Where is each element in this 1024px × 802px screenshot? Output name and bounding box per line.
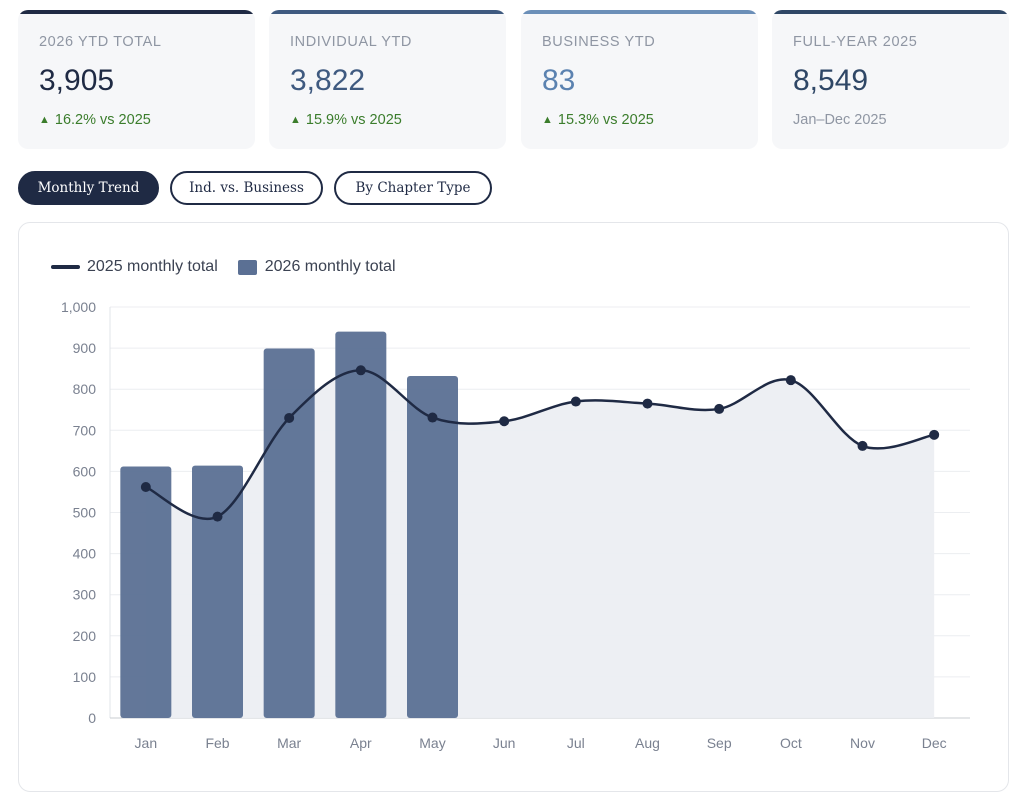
kpi-delta-text: 15.9% vs 2025 [305, 112, 402, 128]
point-2025-jun [499, 416, 510, 427]
kpi-delta: ▲ 15.3% vs 2025 [542, 112, 654, 128]
bar-2026-apr [335, 331, 387, 718]
y-tick-label: 600 [73, 463, 97, 479]
kpi-value: 3,905 [39, 64, 115, 97]
x-tick-label: Jan [135, 735, 158, 751]
legend-label: 2025 monthly total [87, 258, 218, 275]
x-tick-label: Nov [850, 735, 875, 751]
point-2025-oct [785, 375, 796, 386]
legend-label: 2026 monthly total [264, 258, 396, 275]
line-2025 [145, 369, 935, 520]
kpi-delta: ▲ 16.2% vs 2025 [39, 112, 151, 128]
up-arrow-icon: ▲ [542, 114, 553, 126]
x-tick-label: Aug [635, 735, 660, 751]
kpi-card-individual-ytd: INDIVIDUAL YTD 3,822 ▲ 15.9% vs 2025 [269, 10, 506, 149]
up-arrow-icon: ▲ [39, 114, 50, 126]
kpi-value: 83 [542, 64, 576, 97]
kpi-accent-bar [18, 10, 255, 14]
kpi-accent-bar [269, 10, 506, 14]
y-tick-label: 100 [73, 669, 97, 685]
kpi-delta-text: 16.2% vs 2025 [54, 112, 151, 128]
point-2025-sep [714, 403, 725, 414]
monthly-trend-chart: 0 100 200 300 400 500 600 700 800 900 1,000 Jan Feb M… [61, 299, 970, 751]
y-tick-label: 400 [73, 546, 97, 562]
up-arrow-icon: ▲ [290, 114, 301, 126]
kpi-label: FULL-YEAR 2025 [793, 34, 918, 50]
point-2025-jan [140, 482, 151, 493]
point-2025-dec [929, 429, 940, 440]
x-tick-label: May [419, 735, 445, 751]
kpi-accent-bar [772, 10, 1009, 14]
legend-bar-swatch [237, 259, 257, 275]
point-2025-apr [355, 365, 366, 376]
bar-2026-may [407, 376, 458, 718]
kpi-subtext: Jan–Dec 2025 [793, 112, 887, 128]
bar-2026-jan [120, 466, 172, 718]
x-tick-label: Jul [567, 735, 585, 751]
point-2025-feb [212, 511, 223, 522]
kpi-row: 2026 YTD TOTAL 3,905 ▲ 16.2% vs 2025 INDI… [18, 10, 1009, 149]
x-tick-label: Mar [277, 735, 301, 751]
point-2025-mar [284, 412, 295, 423]
y-tick-label: 900 [73, 340, 97, 356]
x-tick-label: Jun [493, 735, 516, 751]
x-tick-label: Sep [707, 735, 732, 751]
kpi-label: BUSINESS YTD [542, 34, 656, 50]
legend-item-2026[interactable]: 2026 monthly total [237, 258, 396, 276]
y-tick-label: 0 [88, 710, 96, 726]
point-2025-aug [642, 398, 653, 409]
kpi-card-full-year: FULL-YEAR 2025 8,549 Jan–Dec 2025 [772, 10, 1009, 149]
kpi-delta: ▲ 15.9% vs 2025 [290, 112, 402, 128]
x-tick-label: Dec [922, 735, 947, 751]
kpi-value: 3,822 [290, 64, 366, 97]
point-2025-jul [570, 396, 581, 407]
kpi-accent-bar [521, 10, 758, 14]
point-2025-nov [857, 440, 868, 451]
kpi-label: INDIVIDUAL YTD [290, 34, 413, 50]
legend-line-swatch [51, 265, 80, 269]
x-tick-label: Oct [780, 735, 802, 751]
y-tick-label: 300 [73, 587, 97, 603]
kpi-card-ytd-total: 2026 YTD TOTAL 3,905 ▲ 16.2% vs 2025 [18, 10, 255, 149]
kpi-value: 8,549 [793, 64, 869, 97]
bar-2026-mar [263, 348, 315, 718]
tab-monthly-trend[interactable]: Monthly Trend [18, 171, 159, 205]
kpi-card-business-ytd: BUSINESS YTD 83 ▲ 15.3% vs 2025 [521, 10, 758, 149]
tab-by-chapter-type[interactable]: By Chapter Type [334, 171, 492, 205]
y-tick-label: 500 [73, 505, 97, 521]
x-tick-label: Feb [205, 735, 229, 751]
y-tick-label: 800 [73, 381, 97, 397]
tab-ind-vs-business[interactable]: Ind. vs. Business [170, 171, 323, 205]
kpi-label: 2026 YTD TOTAL [39, 34, 162, 50]
y-tick-label: 200 [73, 628, 97, 644]
y-tick-label: 700 [73, 422, 97, 438]
chart-legend: 2025 monthly total 2026 monthly total [51, 256, 416, 278]
y-tick-label: 1,000 [61, 299, 96, 315]
bar-2026-feb [192, 465, 243, 718]
kpi-delta-text: 15.3% vs 2025 [557, 112, 654, 128]
point-2025-may [427, 412, 438, 423]
chart-card: 2025 monthly total 2026 monthly total 0 1… [18, 222, 1009, 792]
legend-item-2025[interactable]: 2025 monthly total [51, 258, 218, 276]
x-tick-label: Apr [350, 735, 372, 751]
